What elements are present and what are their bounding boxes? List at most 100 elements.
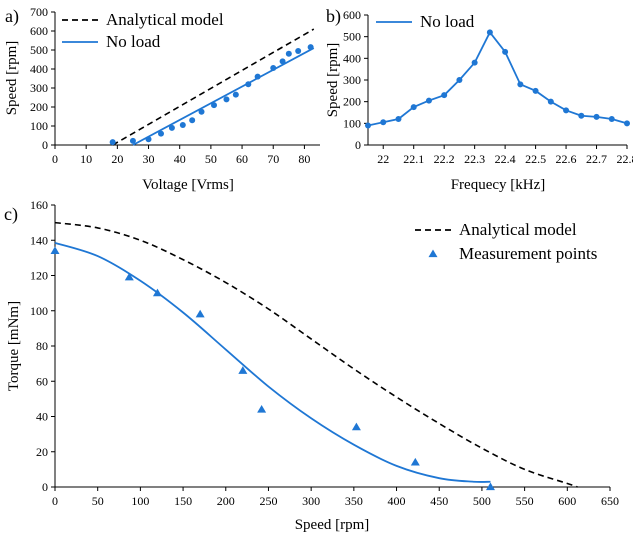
- data-point: [211, 102, 217, 109]
- y-tick-label: 200: [30, 100, 48, 114]
- panel-label: c): [4, 204, 18, 225]
- y-tick-label: 100: [30, 304, 48, 318]
- data-point: [109, 139, 116, 146]
- data-point: [158, 130, 164, 137]
- legend-label: Analytical model: [459, 220, 577, 239]
- y-tick-label: 100: [343, 116, 361, 130]
- y-tick-label: 60: [36, 374, 48, 388]
- x-tick-label: 22.5: [525, 152, 546, 166]
- x-tick-label: 22.3: [464, 152, 485, 166]
- data-point: [532, 87, 539, 94]
- y-tick-label: 0: [355, 138, 361, 152]
- measurement-point: [124, 272, 134, 281]
- x-tick-label: 50: [205, 152, 217, 166]
- x-tick-label: 550: [516, 494, 534, 508]
- x-tick-label: 400: [388, 494, 406, 508]
- x-tick-label: 20: [111, 152, 123, 166]
- series-line-1: [54, 221, 578, 488]
- data-point: [295, 47, 302, 54]
- data-point: [502, 48, 509, 55]
- x-tick-label: 450: [430, 494, 448, 508]
- y-axis-label: Speed [rpm]: [4, 41, 20, 116]
- legend-label: Analytical model: [106, 10, 224, 29]
- x-tick-label: 100: [131, 494, 149, 508]
- x-axis-label: Speed [rpm]: [295, 517, 370, 533]
- data-point: [578, 112, 585, 119]
- data-point: [189, 117, 196, 124]
- panel-a-speed-vs-voltage: 0 10 20 30 40 50 60 70 80 0 100 200 300 400 500 600 700 a…: [4, 5, 320, 193]
- data-point: [456, 77, 463, 83]
- data-point: [145, 136, 152, 143]
- data-point: [254, 73, 261, 80]
- x-tick-label: 0: [52, 494, 58, 508]
- y-tick-label: 20: [36, 445, 48, 459]
- data-point: [441, 92, 448, 99]
- x-tick-label: 200: [217, 494, 235, 508]
- data-point: [624, 120, 630, 127]
- y-tick-label: 700: [30, 5, 48, 19]
- x-tick-label: 300: [302, 494, 320, 508]
- measurement-point: [195, 309, 205, 318]
- panel-c-torque-vs-speed: 0 50 100 150 200 250 300 350 400 450 500 550 600 650 0…: [4, 198, 619, 533]
- data-point: [232, 91, 239, 98]
- data-point: [547, 98, 554, 105]
- x-tick-label: 80: [298, 152, 310, 166]
- data-point: [593, 113, 600, 120]
- x-tick-label: 40: [174, 152, 186, 166]
- legend-label: No load: [420, 12, 475, 31]
- y-axis-label: Torque [mNm]: [6, 301, 22, 391]
- y-tick-label: 400: [30, 62, 48, 76]
- y-tick-label: 500: [343, 30, 361, 44]
- series-line-1: [132, 47, 315, 146]
- series-line-0: [112, 28, 315, 146]
- measurement-point: [485, 482, 495, 491]
- y-tick-label: 120: [30, 269, 48, 283]
- y-tick-label: 0: [42, 480, 48, 494]
- y-tick-label: 100: [30, 119, 48, 133]
- panel-label: a): [5, 6, 19, 27]
- x-tick-label: 650: [601, 494, 619, 508]
- y-tick-label: 300: [343, 73, 361, 87]
- data-point: [395, 116, 402, 122]
- measurement-point: [351, 422, 361, 431]
- data-point: [380, 119, 387, 126]
- data-point: [179, 122, 186, 129]
- x-tick-label: 22.8: [617, 152, 633, 166]
- data-point: [608, 116, 615, 122]
- data-point: [279, 58, 286, 65]
- x-axis-label: Frequecy [kHz]: [451, 177, 546, 193]
- data-point: [307, 44, 314, 51]
- y-tick-label: 80: [36, 339, 48, 353]
- x-tick-label: 350: [345, 494, 363, 508]
- x-tick-label: 60: [236, 152, 248, 166]
- legend-label: Measurement points: [459, 244, 597, 263]
- y-tick-label: 500: [30, 43, 48, 57]
- y-axis-label: Speed [rpm]: [325, 43, 341, 118]
- x-tick-label: 500: [473, 494, 491, 508]
- x-tick-label: 22.1: [403, 152, 424, 166]
- x-tick-label: 22.7: [586, 152, 607, 166]
- data-point: [425, 97, 432, 104]
- x-axis-label: Voltage [Vrms]: [142, 177, 234, 193]
- data-point: [129, 137, 136, 144]
- y-tick-label: 600: [30, 24, 48, 38]
- data-point: [365, 122, 371, 129]
- x-tick-label: 22.4: [495, 152, 516, 166]
- data-point: [285, 50, 292, 57]
- y-tick-label: 400: [343, 51, 361, 65]
- measurement-point: [50, 246, 60, 254]
- x-tick-label: 150: [174, 494, 192, 508]
- y-tick-label: 140: [30, 233, 48, 247]
- y-tick-label: 160: [30, 198, 48, 212]
- x-tick-label: 250: [259, 494, 277, 508]
- y-tick-label: 200: [343, 95, 361, 109]
- data-point: [168, 124, 175, 131]
- panel-b-speed-vs-frequency: 22 22.1 22.2 22.3 22.4 22.5 22.6 22.7 22.8 0 100 20…: [325, 6, 633, 193]
- y-tick-label: 600: [343, 8, 361, 22]
- y-tick-label: 0: [42, 138, 48, 152]
- legend-label: No load: [106, 32, 161, 51]
- data-point: [223, 96, 230, 103]
- y-tick-label: 40: [36, 410, 48, 424]
- data-point: [517, 81, 524, 88]
